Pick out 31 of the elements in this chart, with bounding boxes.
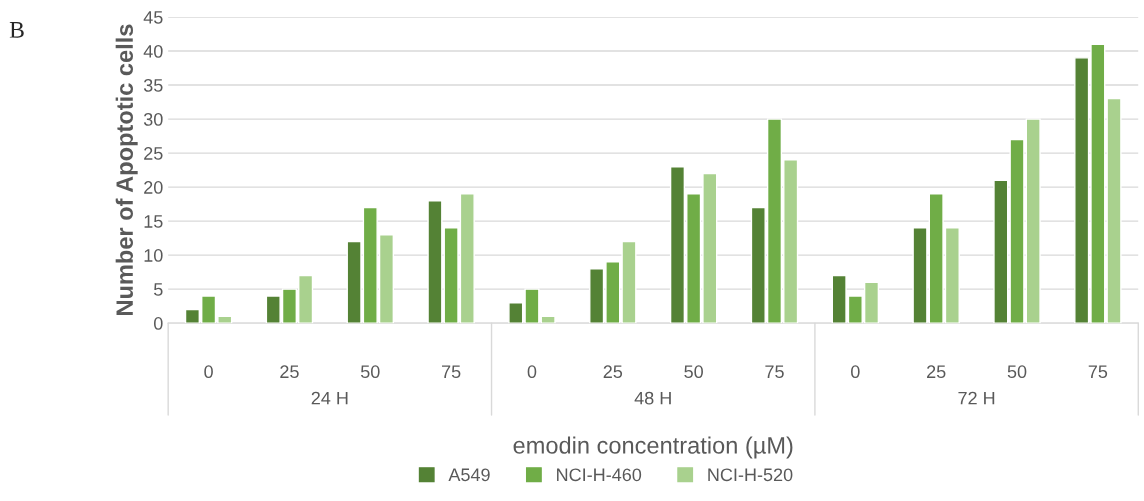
text: 24 H	[311, 391, 348, 405]
y-tick-label: 15	[144, 215, 163, 228]
x-tick-label: 50	[360, 365, 380, 379]
text: B	[9, 22, 24, 38]
y-tick-label: 0	[153, 317, 163, 330]
y-axis-title: Number of Apoptotic cells	[115, 24, 138, 315]
y-tick-label: 20	[144, 181, 163, 194]
text: 72 H	[958, 391, 995, 405]
x-tick-label: 0	[527, 365, 537, 379]
x-tick-label: 25	[280, 365, 299, 379]
y-tick-label: 25	[144, 147, 163, 160]
y-tick-label: 45	[143, 11, 163, 24]
x-tick-label: 0	[204, 365, 213, 379]
y-tick-label: 40	[143, 44, 163, 58]
x-tick-label: 0	[851, 365, 860, 379]
x-tick-label: 75	[442, 365, 461, 379]
x-tick-label: 50	[1007, 365, 1027, 379]
x-axis-title: emodin concentration (µM)	[513, 436, 793, 459]
legend-label: NCI-H-460	[557, 468, 642, 482]
text: 48 H	[634, 391, 671, 405]
legend-label: NCI-H-520	[708, 468, 793, 482]
x-tick-label: 75	[765, 365, 784, 379]
y-tick-label: 35	[143, 78, 163, 92]
y-tick-label: 5	[153, 283, 163, 296]
x-tick-label: 75	[1088, 365, 1108, 379]
legend-label: A549	[448, 468, 490, 482]
x-tick-label: 25	[927, 365, 946, 379]
x-tick-label: 25	[603, 365, 623, 379]
y-tick-label: 30	[143, 113, 163, 126]
y-tick-label: 10	[144, 249, 163, 262]
x-tick-label: 50	[684, 365, 703, 379]
